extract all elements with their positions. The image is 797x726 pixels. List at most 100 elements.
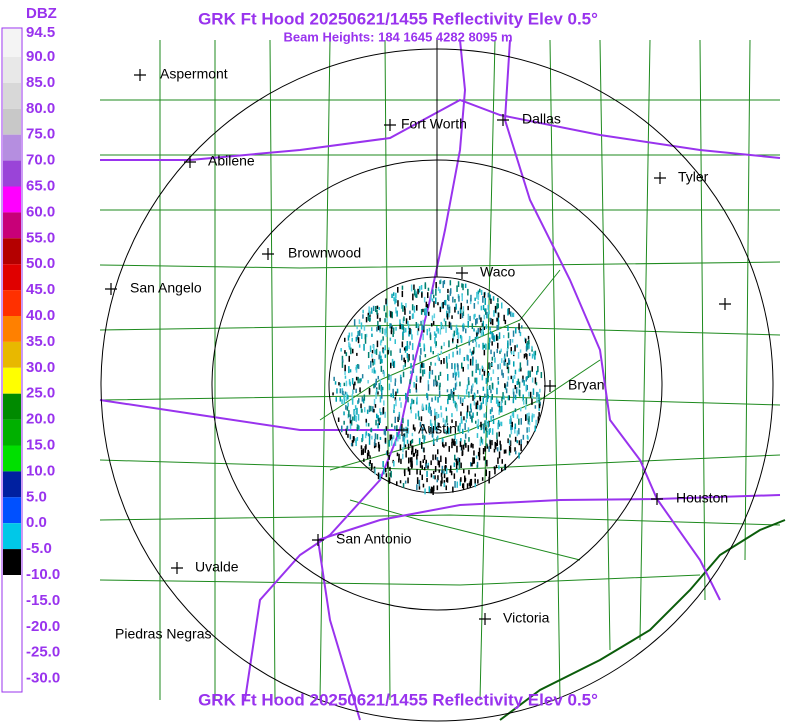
echo	[453, 462, 456, 468]
echo	[484, 298, 486, 305]
echo	[332, 392, 334, 396]
echo	[492, 296, 495, 301]
echo	[504, 358, 507, 362]
echo	[439, 306, 442, 313]
echo	[460, 477, 462, 482]
echo	[452, 296, 454, 303]
echo	[378, 354, 380, 360]
echo	[448, 446, 450, 452]
echo	[370, 360, 372, 368]
echo	[371, 327, 373, 332]
echo	[468, 380, 470, 385]
echo	[489, 326, 491, 331]
echo	[412, 293, 414, 301]
legend-label: 15.0	[26, 436, 55, 453]
echo	[447, 374, 449, 381]
echo	[457, 425, 459, 432]
echo	[526, 413, 528, 420]
title: GRK Ft Hood 20250621/1455 Reflectivity E…	[198, 9, 598, 28]
echo	[412, 354, 414, 361]
echo	[513, 361, 515, 367]
echo	[436, 485, 439, 491]
echo	[438, 463, 441, 468]
echo	[390, 375, 392, 383]
echo	[510, 375, 512, 380]
echo	[343, 382, 346, 387]
echo	[462, 327, 464, 332]
echo	[420, 309, 423, 315]
echo	[432, 289, 434, 295]
legend-label: 85.0	[26, 74, 55, 91]
echo	[381, 386, 383, 393]
echo	[437, 449, 439, 455]
echo	[431, 323, 433, 327]
echo	[436, 412, 438, 419]
echo	[493, 310, 495, 317]
echo	[476, 433, 479, 438]
echo	[516, 381, 518, 386]
echo	[345, 428, 348, 435]
echo	[515, 327, 517, 334]
echo	[498, 407, 501, 412]
legend-label: -25.0	[26, 644, 60, 661]
echo	[507, 366, 510, 374]
echo	[371, 350, 374, 354]
echo	[356, 335, 359, 340]
echo	[350, 420, 353, 426]
echo	[357, 424, 359, 430]
echo	[440, 405, 442, 410]
echo	[452, 333, 455, 341]
echo	[401, 290, 404, 298]
echo	[425, 459, 427, 465]
echo	[418, 486, 421, 490]
echo	[497, 317, 499, 324]
echo	[534, 405, 537, 409]
echo	[366, 409, 369, 414]
echo	[407, 356, 409, 363]
echo	[379, 408, 381, 414]
echo	[368, 451, 370, 457]
city-label: Uvalde	[195, 559, 239, 575]
echo	[395, 326, 397, 331]
echo	[363, 394, 366, 401]
echo	[430, 346, 432, 353]
echo	[399, 480, 402, 484]
echo	[445, 442, 447, 447]
echo	[439, 328, 442, 335]
echo	[483, 371, 486, 376]
echo	[404, 433, 406, 439]
echo	[350, 443, 353, 447]
echo	[465, 442, 467, 448]
echo	[518, 418, 520, 425]
echo	[453, 391, 455, 396]
echo	[409, 341, 411, 346]
echo	[428, 427, 431, 435]
echo	[422, 407, 425, 411]
echo	[423, 424, 425, 431]
echo	[518, 381, 521, 388]
echo	[500, 444, 502, 451]
echo	[417, 410, 420, 417]
echo	[374, 370, 377, 374]
echo	[462, 309, 465, 317]
echo	[498, 423, 501, 427]
echo	[463, 469, 465, 474]
echo	[384, 437, 387, 443]
echo	[348, 366, 350, 374]
legend-swatch	[3, 523, 21, 550]
echo	[461, 444, 463, 451]
echo	[371, 435, 373, 440]
echo	[460, 438, 462, 442]
echo	[449, 280, 452, 286]
echo	[437, 286, 440, 291]
echo	[538, 412, 540, 417]
echo	[381, 392, 383, 399]
echo	[469, 358, 472, 366]
echo	[356, 326, 358, 330]
echo	[355, 376, 358, 381]
echo	[422, 362, 424, 368]
echo	[474, 393, 476, 398]
echo	[364, 432, 367, 439]
echo	[443, 342, 445, 347]
echo	[476, 291, 478, 299]
